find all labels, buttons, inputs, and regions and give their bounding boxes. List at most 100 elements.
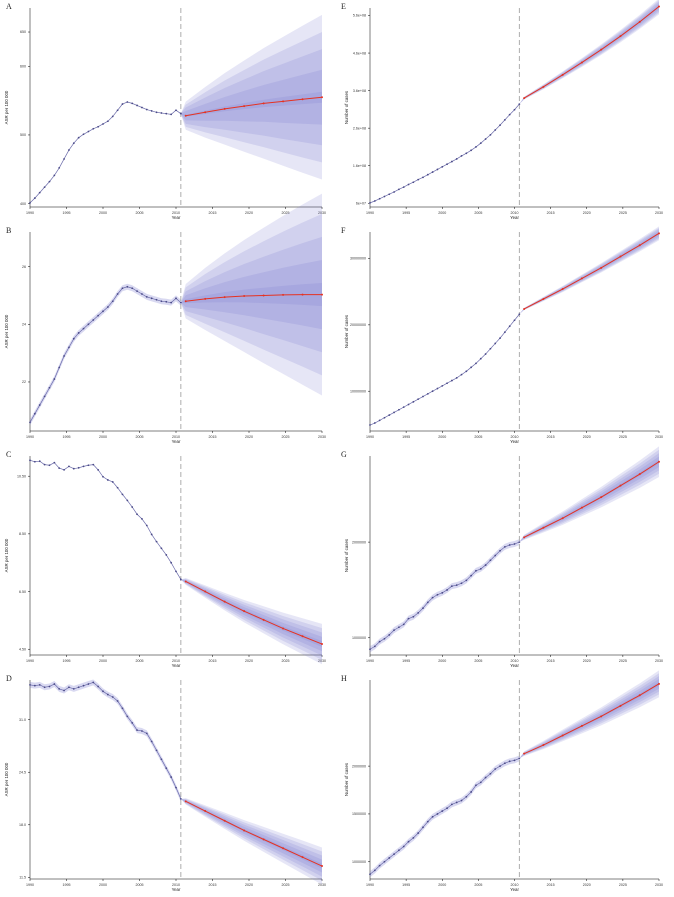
x-tick-label: 2010 bbox=[172, 211, 180, 215]
history-point bbox=[92, 127, 95, 130]
forecast-point bbox=[600, 48, 603, 51]
x-tick-label: 2015 bbox=[547, 435, 555, 439]
forecast-point bbox=[619, 35, 622, 38]
forecast-point bbox=[638, 244, 641, 247]
forecast-point bbox=[282, 293, 285, 296]
panel-letter: G bbox=[341, 450, 347, 459]
history-point bbox=[388, 414, 391, 416]
forecast-point bbox=[301, 293, 304, 296]
history-point bbox=[378, 864, 381, 867]
history-point bbox=[145, 295, 148, 298]
forecast-point bbox=[262, 294, 265, 297]
forecast-point bbox=[542, 85, 545, 88]
forecast-point bbox=[638, 694, 641, 697]
history-point bbox=[58, 687, 61, 690]
y-tick-label: 500 bbox=[20, 133, 26, 137]
chart-svg: 1990 1995 2000 2005 2010 2015 2020 2025 2030 1000… bbox=[344, 446, 663, 668]
forecast-uncertainty-band bbox=[519, 0, 659, 105]
history-point bbox=[102, 123, 104, 125]
panel-letter: H bbox=[341, 674, 347, 683]
history-point bbox=[417, 832, 420, 834]
forecast-point bbox=[321, 865, 323, 868]
history-point bbox=[436, 593, 439, 596]
history-point bbox=[417, 178, 420, 181]
y-axis-title: Number of cases bbox=[344, 762, 349, 796]
history-point bbox=[68, 346, 70, 349]
forecast-uncertainty-band bbox=[519, 1, 659, 105]
forecast-point bbox=[184, 580, 187, 583]
history-point bbox=[378, 197, 381, 200]
x-tick-label: 2015 bbox=[547, 211, 555, 215]
history-point bbox=[102, 475, 104, 478]
history-point bbox=[441, 165, 444, 168]
panel-letter: B bbox=[6, 226, 12, 235]
x-tick-label: 2025 bbox=[619, 659, 627, 663]
forecast-point bbox=[561, 517, 564, 520]
history-point bbox=[441, 591, 444, 594]
forecast-point bbox=[600, 496, 603, 499]
forecast-point bbox=[184, 114, 187, 117]
history-point bbox=[460, 799, 463, 802]
history-point bbox=[422, 607, 424, 610]
history-point bbox=[126, 285, 129, 288]
history-uncertainty-band bbox=[370, 539, 520, 653]
history-point bbox=[393, 629, 395, 632]
x-tick-label: 2010 bbox=[172, 883, 180, 887]
y-tick-label: 26 bbox=[22, 265, 26, 269]
forecast-point bbox=[580, 277, 583, 280]
chart-panel-f: F 1990 1995 2000 2005 2010 2015 2020 2025 2030 10… bbox=[337, 224, 674, 448]
forecast-series-line bbox=[523, 232, 660, 310]
history-point bbox=[446, 589, 448, 591]
history-point bbox=[38, 191, 41, 194]
history-point bbox=[499, 549, 501, 552]
forecast-point bbox=[658, 682, 660, 685]
x-tick-label: 2010 bbox=[172, 435, 180, 439]
x-tick-label: 2030 bbox=[318, 211, 326, 215]
y-tick-label: 4.50 bbox=[19, 647, 26, 651]
forecast-point bbox=[184, 300, 187, 303]
history-point bbox=[141, 293, 143, 295]
x-axis-title: Year bbox=[510, 215, 519, 220]
history-point bbox=[170, 301, 173, 304]
y-axis-title: Number of cases bbox=[344, 314, 349, 348]
history-point bbox=[106, 306, 109, 308]
history-point bbox=[150, 533, 153, 536]
history-point bbox=[63, 158, 65, 160]
forecast-point bbox=[321, 293, 323, 296]
history-point bbox=[446, 807, 448, 810]
chart-svg: 1990 1995 2000 2005 2010 2015 2020 2025 2030 4.50… bbox=[4, 456, 326, 668]
history-point bbox=[72, 467, 75, 470]
history-point bbox=[475, 569, 477, 572]
forecast-point bbox=[282, 627, 285, 630]
history-point bbox=[29, 459, 31, 462]
x-tick-label: 1995 bbox=[63, 659, 71, 663]
x-tick-label: 2010 bbox=[511, 211, 519, 215]
history-point bbox=[407, 840, 410, 843]
history-point bbox=[87, 323, 90, 326]
forecast-point bbox=[561, 73, 564, 76]
chart-panel-c: C 1990 1995 2000 2005 2010 2015 2020 2025 2030 4.… bbox=[0, 448, 337, 672]
history-point bbox=[43, 395, 46, 398]
history-point bbox=[92, 463, 95, 466]
x-tick-label: 1995 bbox=[402, 883, 410, 887]
history-point bbox=[165, 767, 168, 770]
history-point bbox=[422, 826, 424, 829]
history-point bbox=[426, 173, 429, 176]
panel-letter: E bbox=[341, 2, 346, 11]
history-point bbox=[136, 104, 138, 107]
history-point bbox=[175, 109, 177, 112]
history-point bbox=[145, 524, 148, 527]
forecast-point bbox=[523, 97, 526, 100]
x-axis-title: Year bbox=[510, 887, 519, 892]
history-point bbox=[484, 776, 487, 779]
history-point bbox=[116, 700, 119, 702]
history-point bbox=[465, 152, 468, 155]
y-axis-title: Number of cases bbox=[344, 538, 349, 572]
history-point bbox=[393, 191, 395, 193]
history-point bbox=[72, 687, 75, 690]
history-point bbox=[165, 554, 168, 556]
history-point bbox=[369, 201, 371, 204]
history-point bbox=[82, 465, 85, 468]
history-point bbox=[465, 795, 468, 798]
history-point bbox=[503, 118, 506, 121]
